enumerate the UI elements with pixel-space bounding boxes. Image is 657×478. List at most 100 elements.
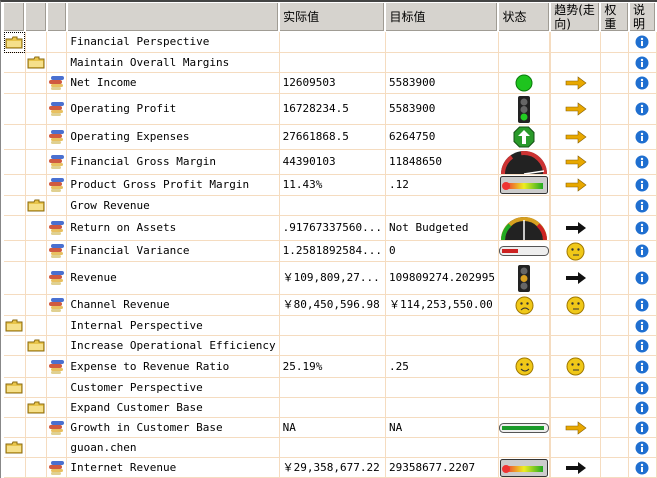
info-icon[interactable]	[635, 56, 649, 70]
target-value: 5583900	[385, 93, 499, 125]
table-row[interactable]: Operating Expenses 27661868.5 6264750	[4, 124, 657, 150]
info-icon[interactable]	[635, 155, 649, 169]
header-description[interactable]: 说明	[628, 3, 657, 32]
table-row[interactable]: Return on Assets .91767337560... Not Budge…	[4, 215, 657, 241]
info-icon[interactable]	[635, 102, 649, 116]
row-name[interactable]: Increase Operational Efficiency	[66, 335, 280, 356]
status-cell	[498, 335, 552, 356]
header-level2[interactable]	[25, 3, 48, 32]
indent-cell	[4, 93, 26, 125]
row-name[interactable]: Expense to Revenue Ratio	[66, 355, 280, 378]
row-name[interactable]: Customer Perspective	[66, 377, 280, 398]
arrow-black-icon	[565, 461, 587, 475]
info-icon[interactable]	[635, 360, 649, 374]
row-name[interactable]: Financial Gross Margin	[66, 149, 280, 175]
table-row[interactable]: Growth in Customer Base NA NA	[4, 417, 657, 438]
indent-cell	[4, 72, 26, 94]
smiley-neutral-icon	[566, 296, 585, 315]
info-icon[interactable]	[635, 244, 649, 258]
row-name[interactable]: Financial Perspective	[66, 31, 280, 53]
header-trend[interactable]: 趋势(走向)	[550, 3, 602, 32]
table-row[interactable]: Customer Perspective	[4, 377, 657, 398]
table-row[interactable]: Grow Revenue	[4, 195, 657, 216]
table-row[interactable]: Expand Customer Base	[4, 397, 657, 418]
header-level3[interactable]	[46, 3, 68, 32]
table-row[interactable]: Financial Variance 1.2581892584... 0	[4, 240, 657, 262]
info-icon[interactable]	[635, 401, 649, 415]
row-name[interactable]: Financial Variance	[66, 240, 280, 262]
info-icon[interactable]	[635, 339, 649, 353]
actual-value: 11.43%	[279, 174, 386, 196]
table-row[interactable]: Financial Gross Margin 44390103 11848650	[4, 149, 657, 175]
row-name[interactable]: Grow Revenue	[66, 195, 280, 216]
indent-cell	[4, 124, 26, 150]
info-icon[interactable]	[635, 461, 649, 475]
indent-cell	[46, 457, 68, 478]
info-icon[interactable]	[635, 441, 649, 455]
thermometer-icon	[500, 176, 549, 194]
info-icon[interactable]	[635, 199, 649, 213]
info-icon[interactable]	[635, 76, 649, 90]
arrow-black-icon	[565, 221, 587, 235]
row-name[interactable]: Maintain Overall Margins	[66, 52, 280, 73]
table-row[interactable]: Financial Perspective	[4, 31, 657, 53]
row-name[interactable]: Internet Revenue	[66, 457, 280, 478]
header-target[interactable]: 目标值	[385, 3, 500, 32]
kpi-icon	[48, 460, 65, 476]
indent-cell	[46, 124, 68, 150]
info-icon[interactable]	[635, 130, 649, 144]
header-level1[interactable]	[4, 3, 27, 32]
table-row[interactable]: guoan.chen	[4, 437, 657, 458]
row-name[interactable]: Operating Profit	[66, 93, 280, 125]
row-name[interactable]: Product Gross Profit Margin	[66, 174, 280, 196]
table-row[interactable]: Operating Profit 16728234.5 5583900	[4, 93, 657, 125]
table-row[interactable]: Internet Revenue ￥29,358,677.22 29358677.2…	[4, 457, 657, 478]
indent-cell	[46, 397, 68, 418]
table-row[interactable]: Net Income 12609503 5583900	[4, 72, 657, 94]
gauge-mid-icon	[500, 216, 548, 240]
info-icon[interactable]	[635, 319, 649, 333]
info-icon[interactable]	[635, 35, 649, 49]
indent-cell	[4, 335, 26, 356]
header-name[interactable]	[66, 3, 281, 32]
description-cell	[628, 215, 657, 241]
indent-cell	[46, 315, 68, 336]
header-weight[interactable]: 权重	[600, 3, 630, 32]
folder-icon	[5, 319, 23, 332]
table-row[interactable]: Product Gross Profit Margin 11.43% .12	[4, 174, 657, 196]
info-icon[interactable]	[635, 271, 649, 285]
trend-cell	[550, 397, 601, 418]
row-name[interactable]: Channel Revenue	[66, 294, 280, 316]
row-name[interactable]: Expand Customer Base	[66, 397, 280, 418]
row-name[interactable]: Return on Assets	[66, 215, 280, 241]
row-name[interactable]: Internal Perspective	[66, 315, 280, 336]
status-cell	[498, 93, 552, 125]
table-row[interactable]: Maintain Overall Margins	[4, 52, 657, 73]
trend-cell	[550, 31, 601, 53]
header-status[interactable]: 状态	[498, 3, 552, 32]
arrow-gold-icon	[565, 76, 587, 90]
info-icon[interactable]	[635, 298, 649, 312]
indent-cell	[4, 52, 26, 73]
trend-cell	[550, 93, 601, 125]
table-row[interactable]: Channel Revenue ￥80,450,596.98 ￥114,253,55…	[4, 294, 657, 316]
table-row[interactable]: Internal Perspective	[4, 315, 657, 336]
info-icon[interactable]	[635, 178, 649, 192]
info-icon[interactable]	[635, 381, 649, 395]
row-name[interactable]: Net Income	[66, 72, 280, 94]
indent-cell	[46, 355, 68, 378]
row-name[interactable]: Operating Expenses	[66, 124, 280, 150]
header-actual[interactable]: 实际值	[279, 3, 387, 32]
row-name[interactable]: Growth in Customer Base	[66, 417, 280, 438]
table-row[interactable]: Revenue ￥109,809,27... 109809274.202995	[4, 261, 657, 295]
kpi-icon	[48, 129, 65, 145]
row-name[interactable]: Revenue	[66, 261, 280, 295]
table-row[interactable]: Increase Operational Efficiency	[4, 335, 657, 356]
weight-cell	[600, 261, 630, 295]
trend-cell	[550, 377, 601, 398]
table-row[interactable]: Expense to Revenue Ratio 25.19% .25	[4, 355, 657, 378]
info-icon[interactable]	[635, 221, 649, 235]
info-icon[interactable]	[635, 421, 649, 435]
folder-icon	[27, 401, 45, 414]
row-name[interactable]: guoan.chen	[66, 437, 280, 458]
